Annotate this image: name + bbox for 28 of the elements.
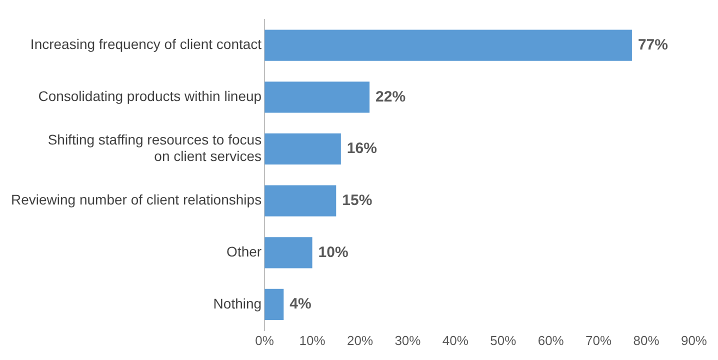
x-tick-label: 20% (346, 332, 374, 348)
x-tick-label: 70% (586, 332, 612, 348)
data-label: 22% (376, 88, 406, 106)
x-tick-label: 40% (442, 332, 469, 348)
data-label: 4% (290, 296, 312, 313)
y-tick-label: Increasing frequency of client contact (30, 36, 262, 52)
bar (264, 133, 341, 165)
y-tick-label: Nothing (213, 295, 262, 312)
y-tick-label: Shifting staffing resources to focus on client services (48, 131, 262, 164)
data-label: 10% (318, 244, 348, 261)
bar (264, 185, 336, 216)
bar (264, 288, 284, 320)
x-tick-label: 10% (299, 332, 326, 348)
x-tick-label: 80% (633, 332, 660, 348)
data-label: 77% (638, 36, 668, 54)
x-tick-label: 30% (394, 332, 422, 348)
bar (264, 82, 370, 113)
x-tick-label: 90% (680, 332, 708, 348)
y-tick-label: Consolidating products within lineup (38, 88, 262, 104)
bar (264, 237, 312, 268)
y-tick-label: Other (226, 244, 262, 260)
data-label: 15% (342, 192, 372, 209)
y-tick-label: Reviewing number of client relationships (10, 192, 262, 208)
data-label: 16% (346, 140, 377, 158)
x-tick-label: 60% (538, 332, 564, 348)
x-tick-label: 50% (490, 332, 517, 348)
x-tick-label: 0% (255, 332, 274, 348)
bar (264, 30, 632, 61)
